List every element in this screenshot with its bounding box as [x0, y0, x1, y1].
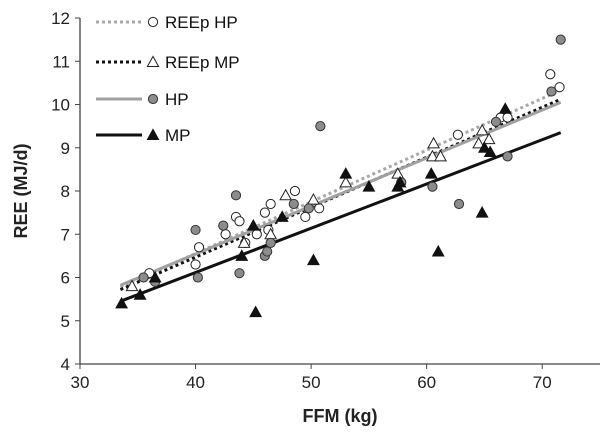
point-mp [424, 167, 438, 179]
legend-marker-hp [147, 93, 159, 105]
point-reep-hp [259, 207, 270, 218]
point-reep-mp [306, 193, 320, 205]
point-reep-hp [300, 211, 311, 223]
point-mp [235, 249, 249, 261]
point-reep-mp [434, 149, 447, 162]
y-tick-label: 6 [61, 269, 70, 288]
point-hp [546, 86, 557, 97]
x-tick-label: 50 [302, 373, 321, 392]
trend-line-mp [119, 131, 562, 303]
point-mp [249, 305, 263, 318]
point-hp [262, 246, 273, 257]
y-axis-title: REE (MJ/d) [11, 143, 31, 238]
x-tick-label: 70 [533, 373, 552, 392]
point-mp [339, 167, 353, 179]
y-tick-label: 5 [61, 312, 70, 331]
point-reep-mp [427, 136, 441, 149]
tick-labels: 30 40 50 60 70 4 5 6 7 8 9 10 11 12 [51, 9, 552, 392]
point-reep-hp [502, 112, 513, 123]
point-hp [234, 268, 245, 279]
point-hp [502, 151, 513, 162]
y-tick-label: 4 [61, 355, 70, 374]
point-hp [303, 203, 314, 214]
point-hp [190, 224, 201, 236]
legend-item-reep-mp: REEp MP [96, 53, 240, 72]
legend-item-hp: HP [96, 90, 189, 109]
point-hp [453, 198, 465, 210]
point-hp [265, 237, 276, 248]
point-reep-mp [237, 236, 251, 248]
y-tick-label: 10 [51, 96, 70, 115]
legend-item-mp: MP [96, 126, 191, 145]
point-reep-hp [554, 82, 565, 93]
y-tick-label: 11 [52, 52, 70, 71]
point-mp [431, 244, 445, 257]
point-hp [192, 272, 203, 283]
x-axis-title: FFM (kg) [303, 406, 378, 426]
point-hp [490, 116, 502, 127]
point-reep-hp [234, 216, 245, 227]
point-hp [555, 34, 566, 45]
x-tick-label: 30 [71, 373, 90, 392]
legend-marker-reep-hp [147, 16, 159, 28]
trend-line-reep-mp [119, 97, 562, 291]
point-reep-hp [452, 129, 463, 140]
legend-marker-reep-mp [146, 55, 160, 67]
point-mp [477, 141, 491, 153]
y-tick-label: 9 [61, 139, 70, 158]
point-reep-mp [391, 167, 405, 179]
point-mp [306, 253, 320, 266]
y-tick-label: 7 [61, 225, 70, 244]
point-hp [315, 121, 326, 132]
point-mp [246, 218, 260, 231]
point-mp [393, 175, 407, 188]
point-reep-mp [425, 149, 439, 162]
point-reep-mp [125, 279, 139, 292]
data-points [115, 34, 566, 318]
point-mp [275, 210, 289, 222]
y-tick-label: 8 [61, 182, 70, 201]
legend: REEp HP REEp MP HP MP [96, 13, 240, 145]
point-reep-hp [190, 259, 201, 270]
point-reep-hp [220, 229, 231, 240]
x-tick-label: 40 [186, 373, 205, 392]
legend-item-reep-hp: REEp HP [96, 13, 238, 32]
point-reep-mp [472, 136, 486, 149]
point-mp [475, 205, 489, 218]
point-mp [115, 296, 129, 309]
point-reep-mp [475, 123, 489, 136]
point-mp [483, 145, 497, 158]
point-mp [498, 102, 512, 114]
point-reep-mp [339, 175, 353, 188]
point-hp [288, 198, 299, 210]
legend-label-hp: HP [165, 90, 189, 109]
point-reep-hp [251, 229, 262, 240]
point-reep-hp [193, 242, 205, 253]
point-reep-mp [279, 188, 293, 201]
point-reep-hp [265, 198, 276, 210]
x-tick-label: 60 [417, 373, 436, 392]
point-hp [230, 190, 242, 201]
point-hp [427, 181, 438, 192]
y-tick-label: 12 [51, 9, 70, 28]
point-reep-hp [545, 69, 556, 80]
point-reep-mp [482, 132, 496, 145]
legend-label-reep-mp: REEp MP [165, 53, 240, 72]
point-reep-hp [289, 185, 301, 197]
point-hp [138, 272, 149, 283]
point-mp [133, 288, 147, 300]
point-mp [148, 270, 162, 283]
axes [79, 18, 600, 365]
legend-marker-mp [146, 128, 160, 140]
legend-label-reep-hp: REEp HP [165, 13, 238, 32]
trend-line-hp [119, 100, 562, 287]
point-reep-hp [314, 203, 325, 214]
legend-label-mp: MP [165, 126, 191, 145]
trend-lines [119, 88, 562, 303]
point-mp [362, 180, 376, 192]
point-hp [218, 220, 229, 231]
